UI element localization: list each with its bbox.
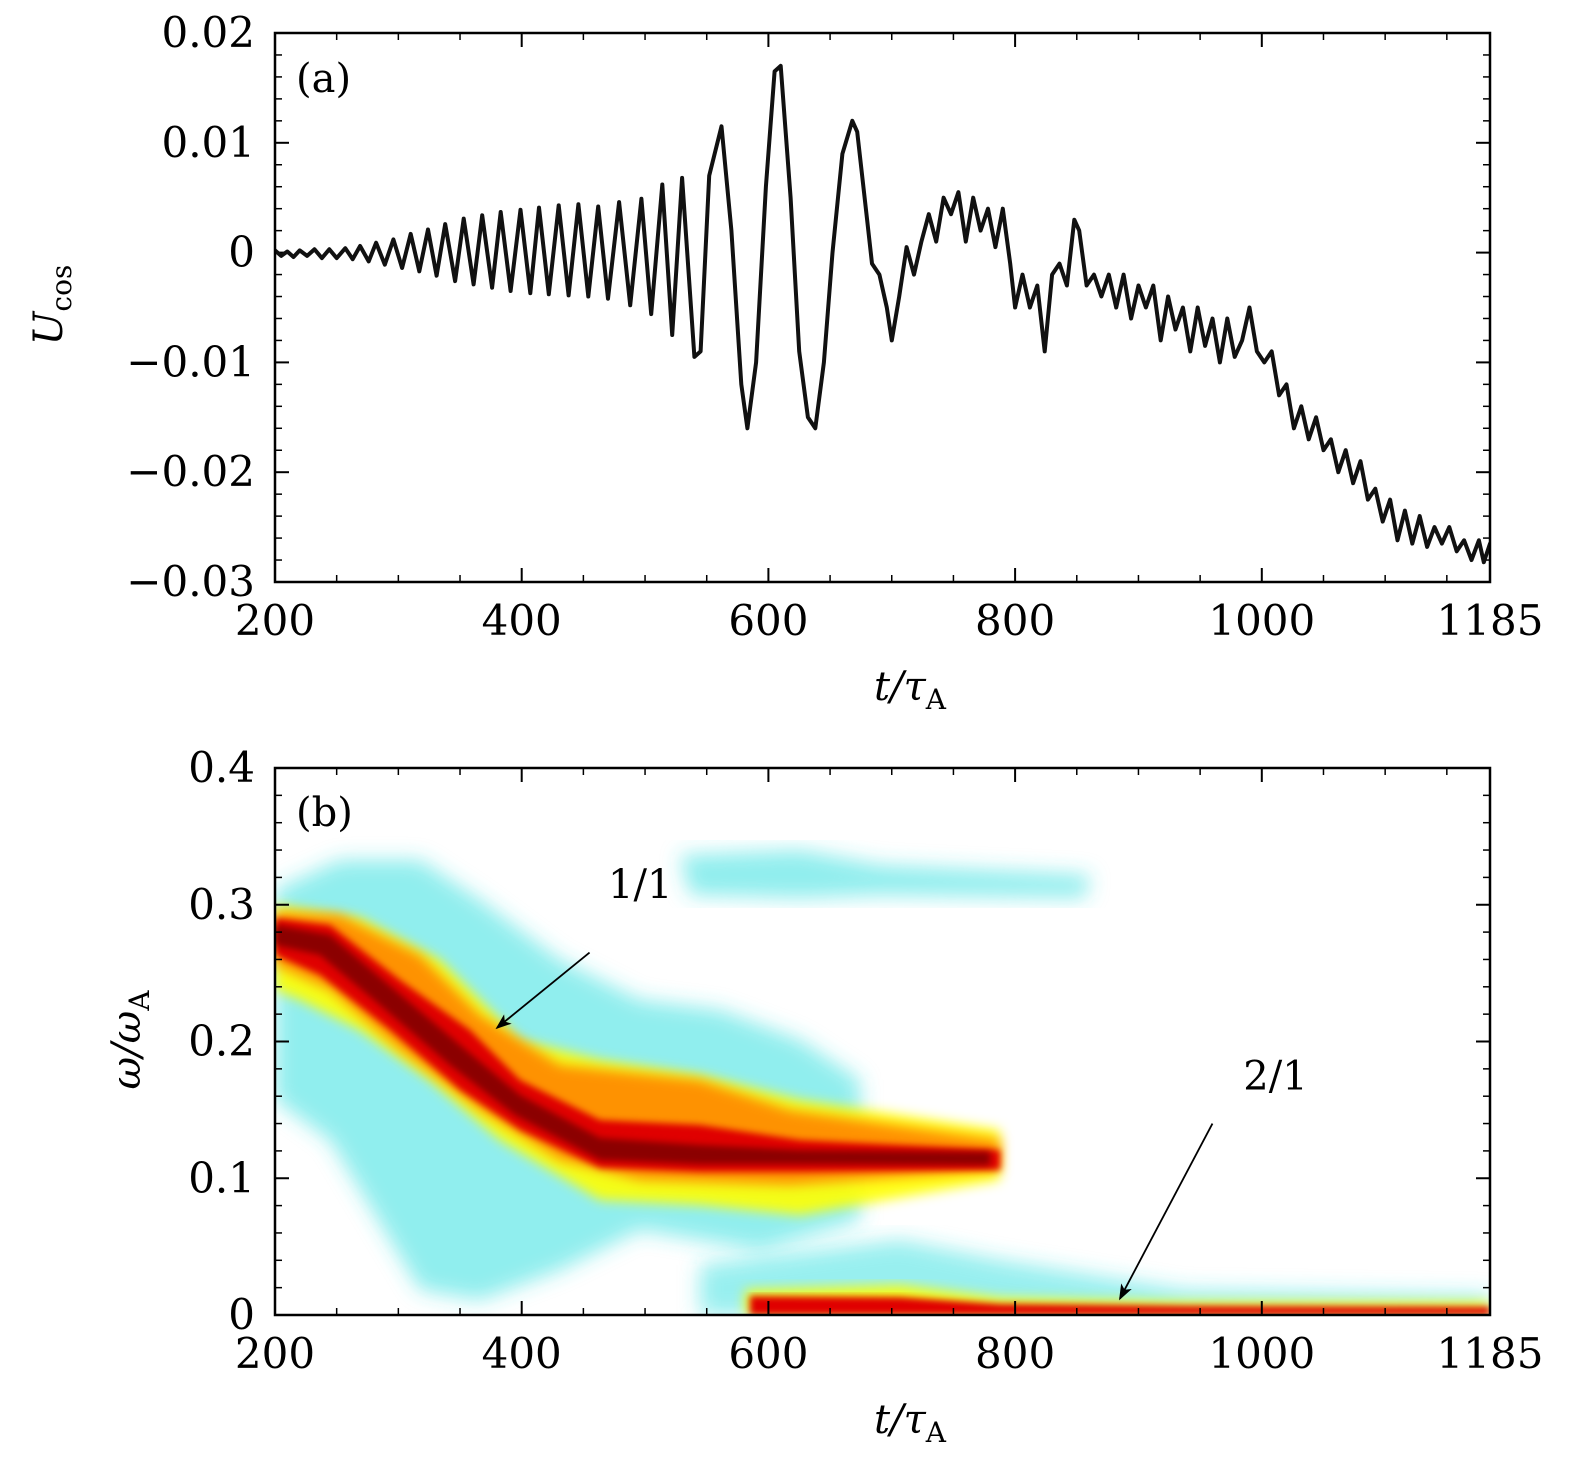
panel-a: (a) 200 400 600 800 1000 1185 0.02 0.01 0 −0.01 −… [26,8,1543,716]
panel-b-x-tick-label: 200 [235,1329,315,1378]
panel-a-x-tick-label: 1000 [1208,596,1315,645]
panel-a-y-tick-label: −0.03 [126,557,255,606]
annotation-label: 2/1 [1243,1053,1307,1099]
spectrogram [275,850,1490,1315]
panel-a-y-tick-label: 0.02 [161,8,255,57]
panel-a-y-tick-labels: 0.02 0.01 0 −0.01 −0.02 −0.03 [126,8,255,606]
panel-a-x-tick-label: 400 [482,596,562,645]
panel-b-tag: (b) [296,790,353,836]
panel-b-y-axis-label: ω/ωA [104,990,156,1090]
panel-b-y-tick-label: 0 [228,1290,255,1339]
panel-b-x-tick-labels: 200 400 600 800 1000 1185 [235,1329,1544,1378]
panel-a-x-tick-label: 600 [728,596,808,645]
panel-a-x-tick-label: 200 [235,596,315,645]
panel-a-y-tick-label: −0.01 [126,337,255,386]
annotation-label: 1/1 [608,862,672,908]
ucos-series-line [275,63,1490,565]
panel-a-x-tick-label: 800 [975,596,1055,645]
panel-b: (b) 200 400 600 800 1000 1185 0.4 0.3 0.2 0.1 0 1… [104,743,1543,1449]
panel-b-x-tick-label: 400 [482,1329,562,1378]
panel-b-y-tick-label: 0.2 [188,1017,255,1066]
panel-a-axes [274,32,1491,583]
panel-b-x-tick-label: 800 [975,1329,1055,1378]
annotation-arrow [1119,1123,1214,1301]
panel-a-x-tick-label: 1185 [1437,596,1544,645]
panel-b-y-tick-labels: 0.4 0.3 0.2 0.1 0 [188,743,255,1339]
panel-b-x-tick-label: 600 [728,1329,808,1378]
spectrum-red-1-1 [275,918,1000,1172]
panel-b-y-tick-label: 0.3 [188,880,255,929]
panel-b-x-tick-label: 1000 [1208,1329,1315,1378]
panel-a-y-tick-label: −0.02 [126,447,255,496]
spectrum-core-1-1 [275,925,990,1165]
panel-a-tag: (a) [296,56,351,102]
panel-a-y-tick-label: 0.01 [161,118,255,167]
panel-b-y-tick-label: 0.1 [188,1153,255,1202]
panel-b-y-tick-label: 0.4 [188,743,255,792]
panel-a-frame [273,31,1492,584]
panel-a-x-tick-labels: 200 400 600 800 1000 1185 [235,596,1544,645]
panel-b-x-tick-label: 1185 [1437,1329,1544,1378]
panel-a-y-axis-label: Ucos [26,265,78,346]
panel-b-x-axis-label: t/τA [874,1397,947,1449]
spectrum-red-2-1 [750,1296,1490,1315]
panel-a-x-axis-label: t/τA [874,664,947,716]
panel-b-annotations: 1/1 2/1 [495,862,1308,1301]
spectrum-harmonic-band [680,850,1090,898]
panel-b-axes [274,767,1491,1316]
panel-a-y-tick-label: 0 [228,228,255,277]
spectrum-orange-1-1 [275,912,1000,1185]
annotation-arrow [495,951,591,1030]
